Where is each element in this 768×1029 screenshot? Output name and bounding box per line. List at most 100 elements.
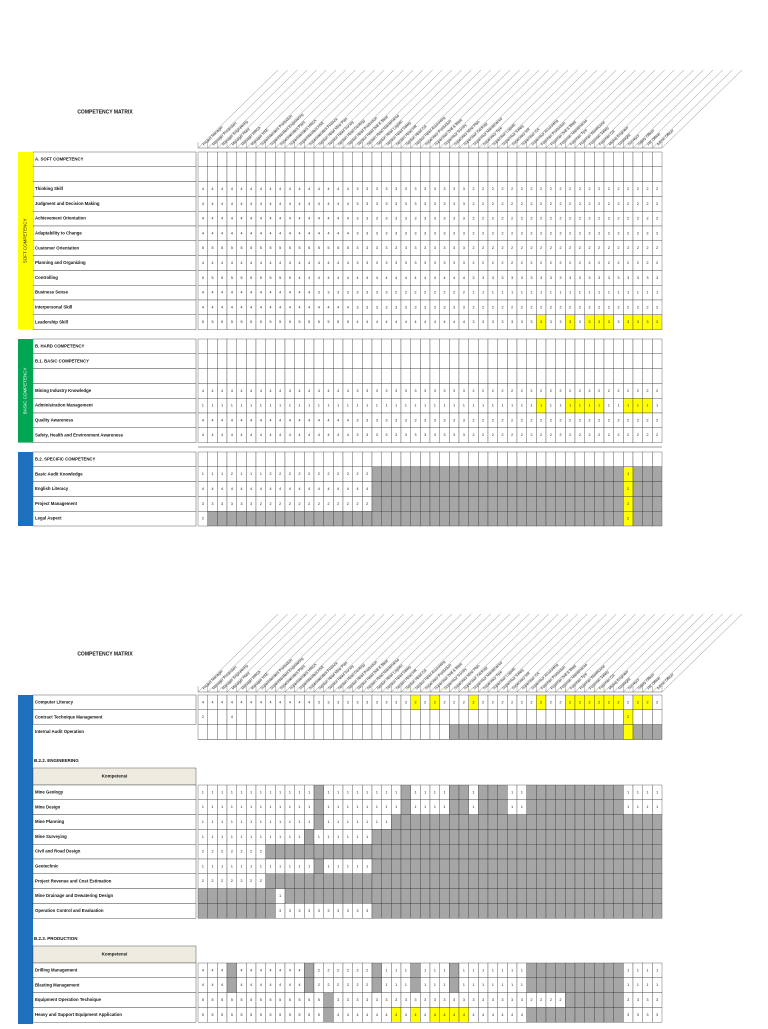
cell-value: 2 xyxy=(347,502,349,506)
cell-value: 4 xyxy=(366,487,368,491)
cell xyxy=(342,368,353,384)
cell-value: 1 xyxy=(260,790,262,794)
cell xyxy=(429,368,440,384)
cell xyxy=(458,338,469,354)
cell-value: 1 xyxy=(366,835,368,839)
row-label: Project Revenue and Cost Estimation xyxy=(35,878,112,883)
cell xyxy=(555,496,566,512)
cell-value: 2 xyxy=(299,472,301,476)
row-label: Mine Drainage and Dewatering Design xyxy=(35,893,113,898)
cell xyxy=(565,151,576,167)
cell-value: 2 xyxy=(463,700,465,704)
cell-value: 3 xyxy=(453,187,455,191)
cell-value: 3 xyxy=(463,998,465,1002)
row-label: Mine Planning xyxy=(35,819,64,824)
cell xyxy=(458,151,469,167)
cell xyxy=(594,451,605,467)
cell xyxy=(429,353,440,369)
cell-value: 1 xyxy=(347,835,349,839)
cell-value: 4 xyxy=(231,305,233,309)
cell-value: 2 xyxy=(511,700,513,704)
cell-value: 2 xyxy=(598,433,600,437)
cell xyxy=(313,799,324,815)
cell xyxy=(400,368,411,384)
cell xyxy=(449,353,460,369)
cell-value: 3 xyxy=(453,246,455,250)
cell xyxy=(497,466,508,482)
cell-value: 1 xyxy=(627,404,629,408)
cell-value: 3 xyxy=(405,231,407,235)
cell-value: 1 xyxy=(357,835,359,839)
cell-value: 1 xyxy=(395,968,397,972)
cell xyxy=(304,511,315,527)
cell-value: 4 xyxy=(279,217,281,221)
cell xyxy=(497,858,508,874)
cell xyxy=(429,709,440,725)
cell-value: 5 xyxy=(289,246,291,250)
cell-value: 3 xyxy=(560,320,562,324)
cell xyxy=(197,368,208,384)
cell-value: 1 xyxy=(637,291,639,295)
cell-value: 1 xyxy=(627,983,629,987)
cell xyxy=(526,784,537,800)
cell-value: 4 xyxy=(260,217,262,221)
cell-value: 4 xyxy=(337,261,339,265)
cell-value: 2 xyxy=(560,187,562,191)
cell-value: 5 xyxy=(250,276,252,280)
cell-value: 4 xyxy=(241,983,243,987)
cell xyxy=(594,151,605,167)
cell xyxy=(255,903,266,919)
cell-value: 2 xyxy=(560,433,562,437)
cell-value: 2 xyxy=(579,202,581,206)
cell xyxy=(507,724,518,740)
cell-value: 4 xyxy=(328,487,330,491)
header-divider xyxy=(197,69,279,149)
cell xyxy=(555,784,566,800)
cell-value: 3 xyxy=(463,389,465,393)
cell-value: 1 xyxy=(550,404,552,408)
cell-value: 4 xyxy=(250,305,252,309)
cell-value: 3 xyxy=(337,291,339,295)
cell xyxy=(284,166,295,182)
cell-value: 2 xyxy=(521,418,523,422)
cell xyxy=(574,368,585,384)
cell-value: 4 xyxy=(270,968,272,972)
cell-value: 5 xyxy=(202,1013,204,1017)
cell-value: 4 xyxy=(202,187,204,191)
cell-value: 2 xyxy=(550,261,552,265)
cell-value: 2 xyxy=(618,231,620,235)
cell-value: 3 xyxy=(444,202,446,206)
cell xyxy=(526,844,537,860)
row-label: Customer Orientation xyxy=(35,245,80,250)
cell xyxy=(516,451,527,467)
cell xyxy=(526,368,537,384)
header-divider xyxy=(623,69,704,149)
cell xyxy=(603,903,614,919)
cell-value: 4 xyxy=(270,187,272,191)
cell xyxy=(449,858,460,874)
cell xyxy=(420,451,431,467)
cell-value: 3 xyxy=(405,998,407,1002)
cell xyxy=(333,451,344,467)
cell xyxy=(623,858,634,874)
cell-value: 2 xyxy=(550,231,552,235)
cell-value: 1 xyxy=(405,968,407,972)
header-divider xyxy=(400,69,482,149)
cell-value: 1 xyxy=(328,790,330,794)
cell-value: 2 xyxy=(608,231,610,235)
cell-value: 3 xyxy=(598,276,600,280)
cell-value: 1 xyxy=(395,404,397,408)
cell-value: 4 xyxy=(202,202,204,206)
cell-value: 1 xyxy=(647,983,649,987)
cell-value: 3 xyxy=(531,276,533,280)
cell-value: 3 xyxy=(366,909,368,913)
cell-value: 2 xyxy=(618,305,620,309)
cell-value: 4 xyxy=(328,389,330,393)
cell xyxy=(429,858,440,874)
cell-value: 1 xyxy=(627,790,629,794)
cell xyxy=(565,709,576,725)
cell xyxy=(449,338,460,354)
cell xyxy=(487,166,498,182)
cell-value: 2 xyxy=(569,389,571,393)
cell xyxy=(623,368,634,384)
